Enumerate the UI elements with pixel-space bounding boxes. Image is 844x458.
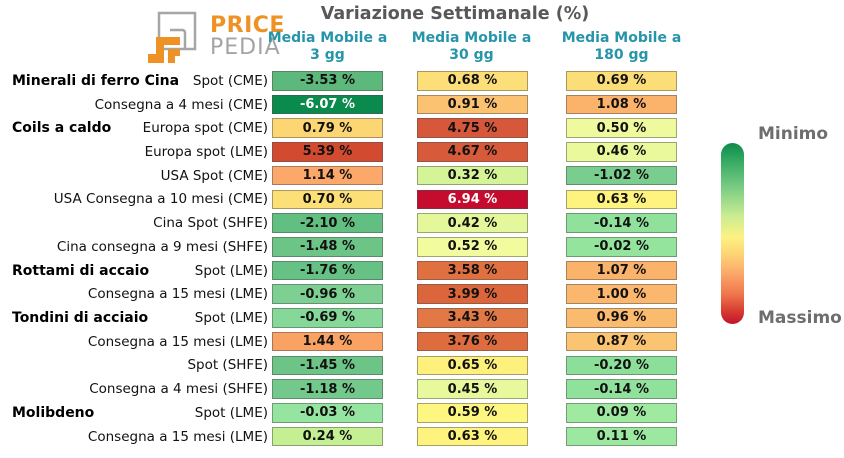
heatmap-table: Minerali di ferro Cina Spot (CME) -3.53 % 0… — [0, 69, 844, 449]
row-label: USA Consegna a 10 mesi (CME) — [53, 191, 268, 208]
heatmap-cell: 0.70 % — [272, 189, 383, 210]
row-label: USA Spot (CME) — [160, 167, 268, 184]
heatmap-cell: 1.08 % — [566, 94, 677, 115]
row-group-label: Tondini di acciaio — [12, 310, 149, 327]
heatmap-cell: -1.02 % — [566, 165, 677, 186]
heatmap-cell: 1.44 % — [272, 331, 383, 352]
heatmap-cell: 5.39 % — [272, 142, 383, 162]
row-label: Consegna a 15 mesi (LME) — [87, 428, 268, 445]
row-group-label: Molibdeno — [12, 404, 95, 421]
table-row: Consegna a 15 mesi (LME) 1.44 % 3.76 % 0.87… — [0, 330, 844, 354]
row-label: Consegna a 15 mesi (LME) — [87, 286, 268, 303]
heatmap-cell: 3.76 % — [417, 331, 528, 352]
row-label: Spot (LME) — [194, 310, 268, 327]
heatmap-cell: 3.99 % — [417, 284, 528, 304]
heatmap-cell: -0.14 % — [566, 213, 677, 233]
heatmap-cell: 0.42 % — [417, 213, 528, 233]
table-row: USA Consegna a 10 mesi (CME) 0.70 % 6.94 %… — [0, 188, 844, 212]
heatmap-cell: -1.76 % — [272, 260, 383, 281]
heatmap-cell: -6.07 % — [272, 94, 383, 115]
heatmap-cell: 1.07 % — [566, 260, 677, 281]
row-label: Consegna a 15 mesi (LME) — [87, 333, 268, 350]
table-row: Consegna a 15 mesi (LME) -0.96 % 3.99 % 1.0… — [0, 282, 844, 306]
heatmap-cell: 0.59 % — [417, 403, 528, 423]
row-label: Spot (LME) — [194, 404, 268, 421]
heatmap-cell: 0.87 % — [566, 331, 677, 352]
heatmap-cell: 0.65 % — [417, 355, 528, 376]
row-label: Europa spot (CME) — [142, 120, 268, 137]
heatmap-cell: 1.00 % — [566, 284, 677, 304]
legend-min-label: Minimo — [758, 124, 829, 144]
color-legend-gradient-bar — [721, 143, 744, 324]
heatmap-cell: -1.48 % — [272, 237, 383, 257]
heatmap-cell: 0.52 % — [417, 237, 528, 257]
table-row: Cina Spot (SHFE) -2.10 % 0.42 % -0.14 % — [0, 211, 844, 235]
row-label: Spot (CME) — [192, 72, 268, 89]
heatmap-cell: 4.75 % — [417, 118, 528, 138]
pricepedia-logo-text: PRICE PEDIA — [210, 15, 285, 59]
row-label: Cina consegna a 9 mesi (SHFE) — [56, 238, 268, 255]
heatmap-cell: 0.45 % — [417, 379, 528, 399]
row-label: Cina Spot (SHFE) — [153, 215, 268, 232]
heatmap-cell: 6.94 % — [417, 189, 528, 210]
heatmap-cell: 0.96 % — [566, 308, 677, 328]
heatmap-cell: -3.53 % — [272, 71, 383, 91]
table-row: Consegna a 4 mesi (CME) -6.07 % 0.91 % 1.08… — [0, 93, 844, 117]
row-group-label: Coils a caldo — [12, 120, 112, 137]
heatmap-cell: 4.67 % — [417, 142, 528, 162]
table-row: Tondini di acciaio Spot (LME) -0.69 % 3.43 … — [0, 306, 844, 330]
table-row: USA Spot (CME) 1.14 % 0.32 % -1.02 % — [0, 164, 844, 188]
legend-max-label: Massimo — [758, 308, 842, 328]
logo-word-pedia: PEDIA — [210, 35, 281, 60]
heatmap-cell: 3.58 % — [417, 260, 528, 281]
logo-word-price: PRICE — [210, 13, 285, 38]
heatmap-cell: 3.43 % — [417, 308, 528, 328]
row-label: Consegna a 4 mesi (CME) — [94, 96, 268, 113]
heatmap-cell: 0.32 % — [417, 165, 528, 186]
row-label: Spot (SHFE) — [187, 357, 268, 374]
chart-title: Variazione Settimanale (%) — [320, 4, 590, 24]
heatmap-cell: 0.63 % — [566, 189, 677, 210]
heatmap-cell: 0.63 % — [417, 426, 528, 447]
row-group-label: Minerali di ferro Cina — [12, 72, 180, 89]
heatmap-cell: 0.46 % — [566, 142, 677, 162]
heatmap-cell: -1.18 % — [272, 379, 383, 399]
heatmap-cell: -1.45 % — [272, 355, 383, 376]
table-row: Rottami di accaio Spot (LME) -1.76 % 3.58 %… — [0, 259, 844, 283]
table-row: Coils a caldo Europa spot (CME) 0.79 % 4.75… — [0, 116, 844, 140]
heatmap-cell: 0.79 % — [272, 118, 383, 138]
row-group-label: Rottami di accaio — [12, 262, 150, 279]
heatmap-cell: -0.96 % — [272, 284, 383, 304]
heatmap-cell: 0.09 % — [566, 403, 677, 423]
pricepedia-logo-icon — [148, 11, 197, 63]
table-row: Cina consegna a 9 mesi (SHFE) -1.48 % 0.52… — [0, 235, 844, 259]
heatmap-cell: -0.03 % — [272, 403, 383, 423]
heatmap-cell: 0.68 % — [417, 71, 528, 91]
heatmap-cell: -0.14 % — [566, 379, 677, 399]
heatmap-cell: 1.14 % — [272, 165, 383, 186]
heatmap-cell: 0.91 % — [417, 94, 528, 115]
row-label: Consegna a 4 mesi (SHFE) — [89, 381, 268, 398]
heatmap-cell: -0.69 % — [272, 308, 383, 328]
table-row: Spot (SHFE) -1.45 % 0.65 % -0.20 % — [0, 354, 844, 378]
table-row: Consegna a 15 mesi (LME) 0.24 % 0.63 % 0.11… — [0, 425, 844, 449]
column-header: Media Mobile a 30 gg — [411, 30, 532, 63]
table-row: Molibdeno Spot (LME) -0.03 % 0.59 % 0.09 % — [0, 401, 844, 425]
heatmap-cell: 0.69 % — [566, 71, 677, 91]
heatmap-cell: -0.20 % — [566, 355, 677, 376]
table-row: Europa spot (LME) 5.39 % 4.67 % 0.46 % — [0, 140, 844, 164]
row-label: Europa spot (LME) — [144, 144, 268, 161]
heatmap-cell: 0.50 % — [566, 118, 677, 138]
table-row: Consegna a 4 mesi (SHFE) -1.18 % 0.45 % -0.… — [0, 377, 844, 401]
column-header: Media Mobile a 180 gg — [561, 30, 682, 63]
table-row: Minerali di ferro Cina Spot (CME) -3.53 % 0… — [0, 69, 844, 93]
heatmap-cell: -2.10 % — [272, 213, 383, 233]
heatmap-cell: 0.24 % — [272, 426, 383, 447]
heatmap-cell: -0.02 % — [566, 237, 677, 257]
row-label: Spot (LME) — [194, 262, 268, 279]
heatmap-cell: 0.11 % — [566, 426, 677, 447]
